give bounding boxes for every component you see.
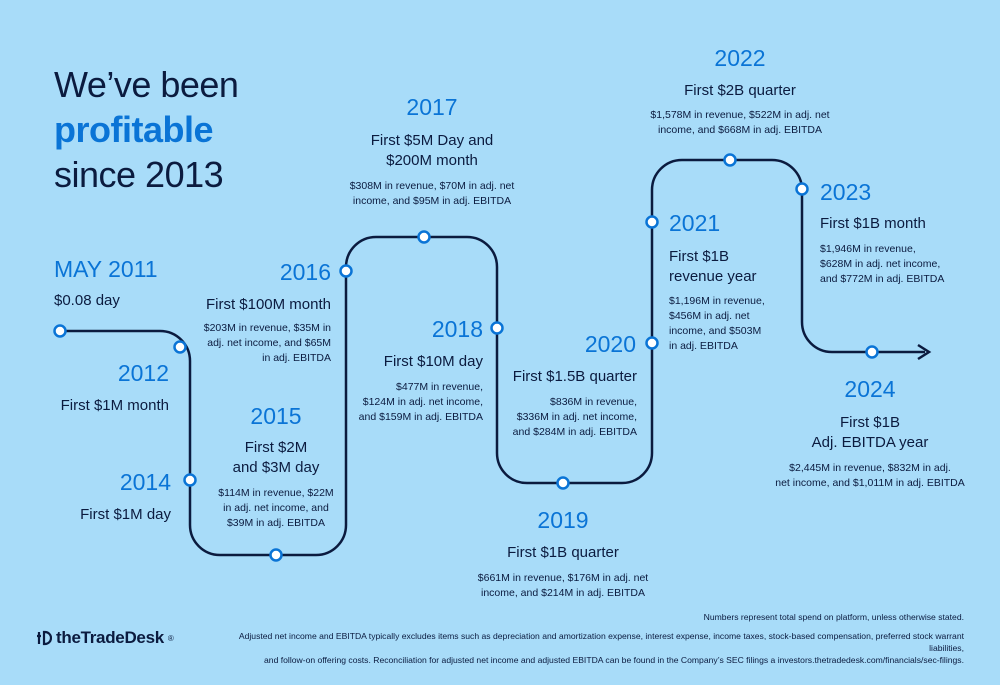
milestone-year-2016: 2016 — [279, 259, 331, 285]
milestone-detail-2022: $1,578M in revenue, $522M in adj. net in… — [650, 109, 830, 136]
milestone-year-2018: 2018 — [431, 316, 483, 342]
milestone-title-2020: First $1.5B quarter — [512, 368, 637, 385]
milestone-dot-2018 — [490, 321, 504, 335]
milestone-title-2014: First $1M day — [80, 506, 171, 523]
milestone-year-2012: 2012 — [117, 360, 169, 386]
logo-registered-mark: ® — [167, 633, 174, 643]
milestone-title-2022: First $2B quarter — [684, 82, 796, 99]
milestone-title-2011: $0.08 day — [54, 292, 120, 309]
milestone-year-2019: 2019 — [537, 507, 589, 533]
milestone-year-2024: 2024 — [844, 376, 896, 402]
milestone-title-2021: First $1B revenue year — [669, 248, 757, 285]
milestone-title-2012: First $1M month — [60, 397, 169, 414]
milestone-detail-2015: $114M in revenue, $22M in adj. net incom… — [218, 487, 334, 529]
milestone-title-2017: First $5M Day and $200M month — [370, 132, 494, 169]
milestone-year-2014: 2014 — [119, 469, 171, 495]
headline-line-3: since 2013 — [54, 154, 224, 195]
footnote-spend: Numbers represent total spend on platfor… — [703, 612, 964, 622]
milestone-dot-2021 — [645, 215, 659, 229]
logo-wordmark: theTradeDesk — [56, 628, 164, 647]
milestone-dot-2020 — [645, 336, 659, 350]
milestone-dot-2015 — [269, 548, 283, 562]
milestone-detail-2023: $1,946M in revenue, $628M in adj. net in… — [820, 243, 945, 285]
milestone-dot-2017 — [417, 230, 431, 244]
milestone-dot-2016 — [339, 264, 353, 278]
arrow-head-icon — [917, 343, 932, 361]
milestone-dot-2019 — [556, 476, 570, 490]
milestone-detail-2017: $308M in revenue, $70M in adj. net incom… — [349, 180, 515, 207]
thetradedesk-logo: theTradeDesk ® — [36, 628, 174, 648]
milestone-title-2019: First $1B quarter — [507, 544, 619, 561]
milestone-detail-2021: $1,196M in revenue, $456M in adj. net in… — [669, 295, 765, 352]
headline: We’ve been profitable since 2013 — [54, 62, 239, 197]
milestone-title-2024: First $1B Adj. EBITDA year — [811, 414, 929, 451]
milestone-year-2020: 2020 — [584, 331, 636, 357]
milestone-detail-2019: $661M in revenue, $176M in adj. net inco… — [477, 572, 649, 599]
timeline-line — [60, 158, 925, 557]
milestone-year-2011: MAY 2011 — [54, 256, 158, 282]
milestone-year-2015: 2015 — [250, 403, 302, 429]
milestone-dot-2024 — [865, 345, 879, 359]
headline-line-2: profitable — [54, 109, 214, 150]
milestone-detail-2018: $477M in revenue, $124M in adj. net inco… — [358, 381, 483, 423]
milestone-dot-2012 — [173, 340, 187, 354]
milestone-dot-2011 — [53, 324, 67, 338]
milestone-dot-2022 — [723, 153, 737, 167]
milestone-year-2021: 2021 — [669, 210, 721, 236]
milestone-title-2015: First $2M and $3M day — [232, 439, 320, 476]
milestone-year-2023: 2023 — [820, 179, 872, 205]
milestone-year-2022: 2022 — [714, 45, 766, 71]
milestone-dot-2014 — [183, 473, 197, 487]
milestone-year-2017: 2017 — [406, 94, 458, 120]
milestone-detail-2024: $2,445M in revenue, $832M in adj. net in… — [775, 462, 965, 489]
milestone-title-2018: First $10M day — [383, 353, 483, 370]
thetradedesk-mark-icon — [37, 630, 52, 646]
milestone-dot-2023 — [795, 182, 809, 196]
milestone-detail-2016: $203M in revenue, $35M in adj. net incom… — [203, 322, 331, 364]
milestone-title-2023: First $1B month — [820, 215, 926, 232]
headline-line-1: We’ve been — [54, 64, 239, 105]
milestone-detail-2020: $836M in revenue, $336M in adj. net inco… — [512, 396, 637, 438]
footnote-adjusted: Adjusted net income and EBITDA typically… — [238, 631, 964, 665]
milestone-title-2016: First $100M month — [205, 296, 331, 313]
